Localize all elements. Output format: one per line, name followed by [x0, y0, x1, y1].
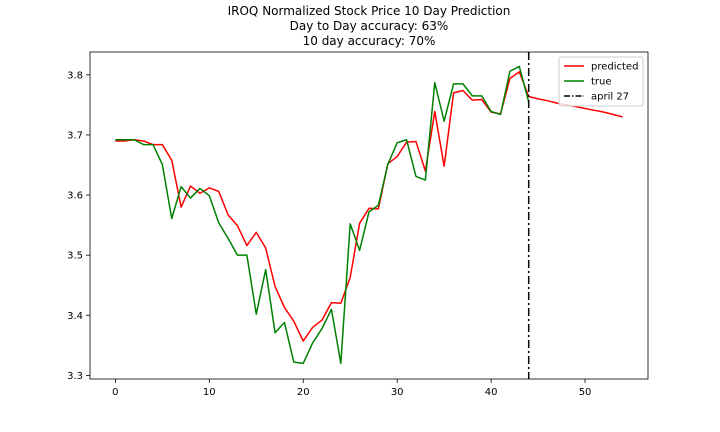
- y-tick-label: 3.6: [67, 191, 83, 202]
- x-tick-label: 40: [485, 387, 498, 398]
- chart-title: IROQ Normalized Stock Price 10 Day Predi…: [227, 4, 511, 18]
- x-tick-label: 50: [579, 387, 592, 398]
- series-line-true: [115, 65, 530, 365]
- x-tick-label: 20: [297, 387, 310, 398]
- chart-subtitle-day-accuracy: Day to Day accuracy: 63%: [289, 19, 449, 33]
- y-tick-label: 3.3: [67, 371, 83, 382]
- y-tick-label: 3.5: [67, 251, 83, 262]
- legend-label: predicted: [591, 62, 638, 73]
- chart-subtitle-ten-day-accuracy: 10 day accuracy: 70%: [302, 34, 436, 48]
- legend-label: true: [591, 77, 612, 88]
- y-tick-label: 3.4: [67, 311, 83, 322]
- legend-box: [558, 56, 644, 107]
- plot-area-frame: [89, 51, 649, 380]
- y-tick-label: 3.8: [67, 70, 83, 81]
- x-tick-label: 0: [112, 387, 118, 398]
- series-line-predicted: [115, 71, 623, 342]
- legend-label: april 27: [591, 92, 629, 103]
- x-tick-label: 30: [391, 387, 404, 398]
- y-tick-label: 3.7: [67, 130, 83, 141]
- x-tick-label: 10: [203, 387, 216, 398]
